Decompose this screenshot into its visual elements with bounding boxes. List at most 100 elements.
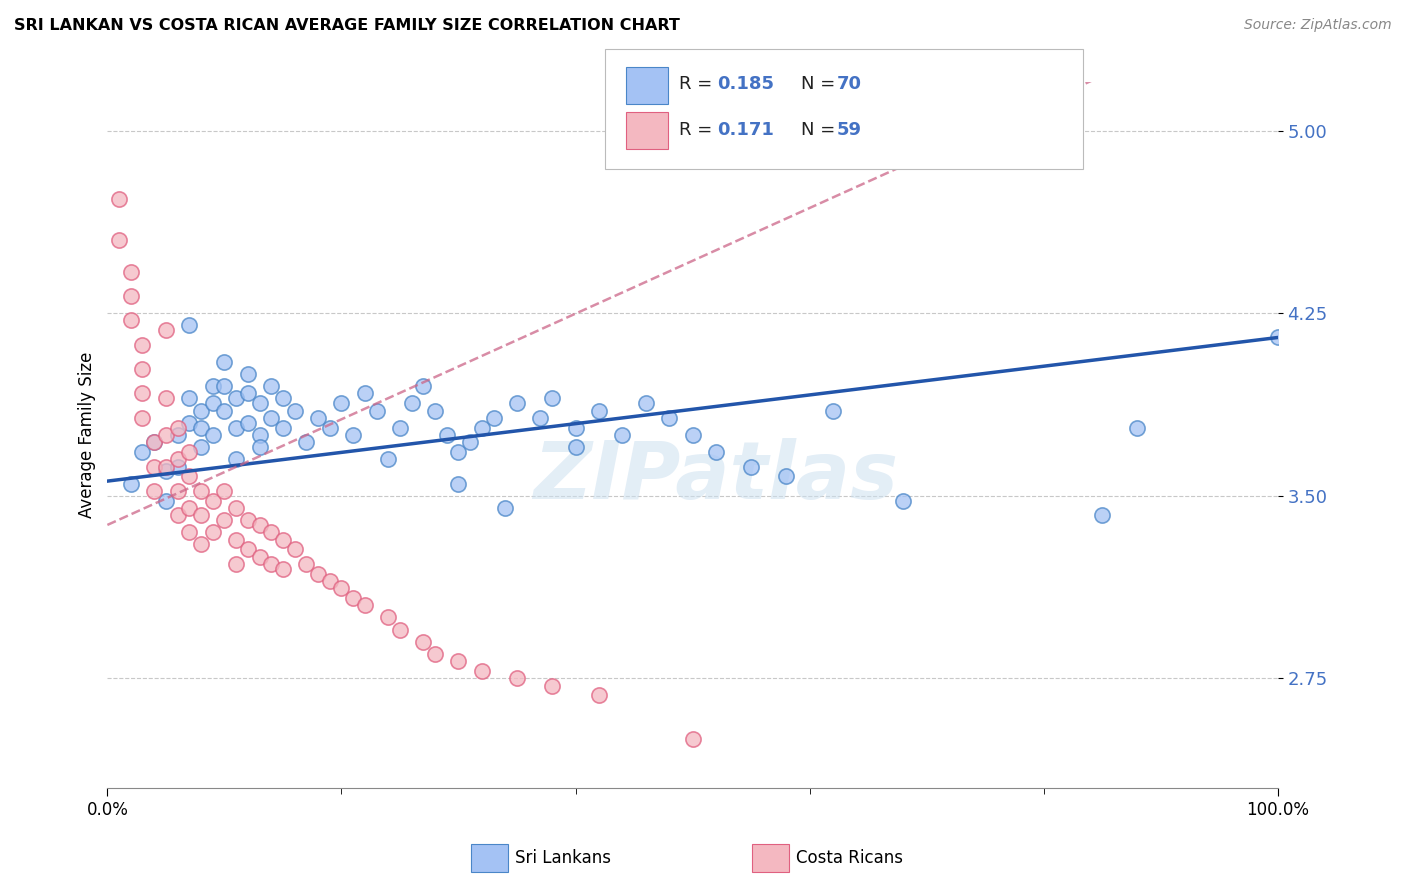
- Point: [634, 396, 657, 410]
- Point: [249, 396, 271, 410]
- Point: [377, 610, 399, 624]
- Point: [143, 459, 166, 474]
- Point: [236, 386, 259, 401]
- Point: [155, 459, 177, 474]
- Point: [447, 476, 470, 491]
- Point: [588, 689, 610, 703]
- Point: [155, 323, 177, 337]
- Point: [236, 416, 259, 430]
- Point: [366, 403, 388, 417]
- Point: [190, 403, 212, 417]
- Text: R =: R =: [679, 121, 718, 139]
- Point: [120, 313, 142, 327]
- Point: [271, 420, 294, 434]
- Text: SRI LANKAN VS COSTA RICAN AVERAGE FAMILY SIZE CORRELATION CHART: SRI LANKAN VS COSTA RICAN AVERAGE FAMILY…: [14, 18, 681, 33]
- Point: [388, 623, 411, 637]
- Point: [120, 289, 142, 303]
- Point: [201, 428, 224, 442]
- Y-axis label: Average Family Size: Average Family Size: [79, 351, 96, 518]
- Point: [388, 420, 411, 434]
- Point: [214, 483, 236, 498]
- Point: [506, 671, 529, 685]
- Point: [412, 379, 434, 393]
- Point: [155, 392, 177, 406]
- Text: 59: 59: [837, 121, 862, 139]
- Point: [143, 435, 166, 450]
- Point: [295, 435, 318, 450]
- Point: [330, 581, 353, 595]
- Point: [541, 679, 564, 693]
- Point: [612, 428, 634, 442]
- Point: [249, 428, 271, 442]
- Point: [225, 557, 247, 571]
- Point: [131, 338, 153, 352]
- Point: [143, 483, 166, 498]
- Point: [658, 410, 681, 425]
- Point: [330, 396, 353, 410]
- Point: [1267, 330, 1289, 344]
- Point: [236, 367, 259, 381]
- Point: [225, 533, 247, 547]
- Point: [307, 566, 329, 581]
- Point: [423, 647, 446, 661]
- Point: [471, 664, 494, 678]
- Point: [179, 525, 201, 540]
- Point: [704, 445, 727, 459]
- Text: N =: N =: [801, 121, 841, 139]
- Point: [541, 392, 564, 406]
- Point: [166, 508, 188, 523]
- Point: [155, 493, 177, 508]
- Point: [295, 557, 318, 571]
- Point: [214, 513, 236, 527]
- Point: [458, 435, 481, 450]
- Point: [201, 396, 224, 410]
- Point: [249, 440, 271, 454]
- Point: [131, 362, 153, 376]
- Point: [225, 392, 247, 406]
- Point: [166, 452, 188, 467]
- Point: [342, 428, 364, 442]
- Point: [190, 420, 212, 434]
- Point: [447, 445, 470, 459]
- Point: [436, 428, 458, 442]
- Point: [529, 410, 551, 425]
- Point: [342, 591, 364, 605]
- Point: [143, 435, 166, 450]
- Point: [891, 493, 914, 508]
- Point: [564, 440, 586, 454]
- Point: [307, 410, 329, 425]
- Point: [225, 452, 247, 467]
- Point: [260, 525, 283, 540]
- Point: [494, 500, 516, 515]
- Point: [284, 542, 307, 557]
- Text: Costa Ricans: Costa Ricans: [796, 849, 903, 867]
- Point: [166, 428, 188, 442]
- Point: [354, 599, 377, 613]
- Point: [190, 440, 212, 454]
- Point: [271, 533, 294, 547]
- Point: [682, 732, 704, 747]
- Point: [131, 445, 153, 459]
- Point: [249, 517, 271, 532]
- Point: [354, 386, 377, 401]
- Point: [319, 574, 342, 588]
- Point: [506, 396, 529, 410]
- Point: [588, 403, 610, 417]
- Point: [201, 525, 224, 540]
- Point: [447, 654, 470, 668]
- Point: [682, 428, 704, 442]
- Point: [155, 428, 177, 442]
- Point: [271, 392, 294, 406]
- Point: [179, 469, 201, 483]
- Point: [190, 537, 212, 551]
- Point: [249, 549, 271, 564]
- Point: [214, 403, 236, 417]
- Point: [775, 469, 797, 483]
- Point: [260, 379, 283, 393]
- Text: R =: R =: [679, 75, 718, 93]
- Point: [131, 386, 153, 401]
- Point: [412, 634, 434, 648]
- Text: N =: N =: [801, 75, 841, 93]
- Point: [225, 500, 247, 515]
- Point: [166, 483, 188, 498]
